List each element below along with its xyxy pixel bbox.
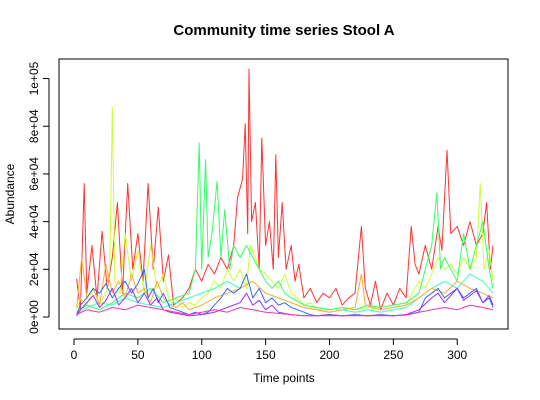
series-line [76,287,494,317]
y-tick-label: 8e+04 [27,109,41,143]
x-axis-title: Time points [253,371,315,385]
x-tick-label: 50 [131,348,145,362]
y-tick-label: 2e+04 [27,252,41,286]
chart-title: Community time series Stool A [173,22,394,39]
y-tick-label: 4e+04 [27,204,41,238]
series-line [76,268,494,317]
y-axis-title: Abundance [3,163,17,224]
series-group [76,68,494,317]
x-axis: 0 50 100 150 200 250 300 [71,338,468,362]
series-line [76,142,494,313]
series-line [76,256,494,313]
series-line [76,106,494,311]
y-tick-label: 6e+04 [27,157,41,191]
x-tick-label: 250 [383,348,403,362]
series-line [76,304,494,317]
x-tick-label: 0 [71,348,78,362]
x-tick-label: 300 [447,348,467,362]
x-tick-label: 200 [319,348,339,362]
x-tick-label: 150 [256,348,276,362]
y-tick-label: 0e+00 [27,300,41,334]
y-axis: 0e+00 2e+04 4e+04 6e+04 8e+04 1e+05 [27,61,50,334]
plot-frame [58,58,509,330]
x-tick-label: 100 [192,348,212,362]
y-tick-label: 1e+05 [27,61,41,95]
